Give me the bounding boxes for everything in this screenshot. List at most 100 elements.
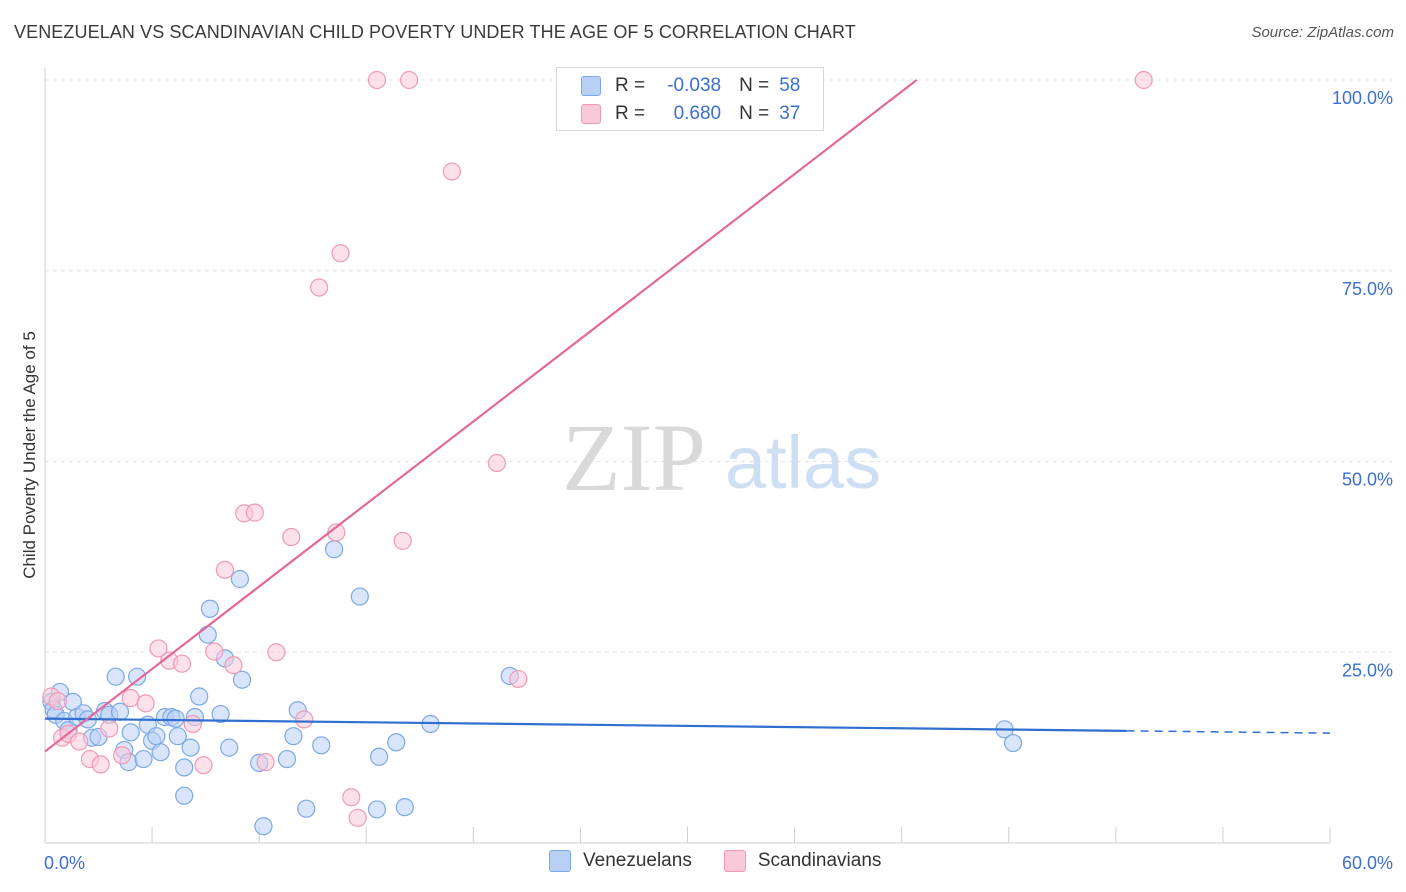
scandinavian-point [348,808,367,827]
scandinavian-point [1134,70,1153,90]
scandinavian-point [100,719,119,738]
scandinavian-point [342,788,361,807]
scandinavian-point [367,70,387,90]
venezuelan-point [147,727,166,746]
scandinavian-point [183,714,202,734]
points-layer [42,70,1153,836]
scandinavian-point [393,531,412,550]
scandinavian-point [295,710,314,729]
y-tick-label: 50.0% [1342,470,1393,490]
venezuelan-point [297,799,316,818]
venezuelan-point [220,738,239,757]
venezuelan-point [395,798,414,817]
scandinavian-point [399,70,419,90]
grid-layer [45,79,1392,653]
venezuelan-point [134,749,153,769]
venezuelan-point [230,569,249,589]
y-tick-label: 100.0% [1332,88,1393,108]
scandinavian-point [48,691,67,711]
venezuelan-point [106,667,125,686]
venezuelan-point [110,702,130,721]
y-tick-label: 25.0% [1342,660,1393,680]
scandinavian-point [172,654,192,673]
r-label: R = [615,103,646,124]
r-value: -0.038 [667,75,722,96]
venezuelan-point [284,727,303,746]
chart-title: VENEZUELAN VS SCANDINAVIAN CHILD POVERTY… [14,22,856,42]
watermark-atlas: atlas [725,421,881,504]
scandinavians-legend-swatch [723,850,746,872]
scandinavian-point [91,755,110,774]
venezuelan-point [350,587,369,606]
legend-label-venezuelans: Venezuelans [583,850,692,871]
watermark: ZIP atlas [562,404,881,511]
venezuelan-point [181,738,200,757]
stats-legend: R = -0.038 N = 58 R = 0.680 N = 37 [556,67,824,131]
x-tick-label: 60.0% [1342,853,1393,873]
venezuelan-point [312,736,331,755]
venezuelan-point [370,747,389,766]
n-label: N = [739,75,770,96]
y-axis-label: Child Poverty Under the Age of 5 [20,331,39,579]
venezuelan-point [387,733,406,752]
scandinavian-point [224,656,243,675]
axis-layer: 25.0% 50.0% 75.0% 100.0% 0.0% 60.0% [44,68,1393,873]
scandinavian-point [282,527,301,547]
venezuelans-legend-swatch [549,850,571,872]
n-value: 37 [779,103,801,124]
n-value: 58 [779,75,801,96]
venezuelans-swatch [581,76,601,96]
scandinavian-point [256,753,275,772]
scandinavian-point [245,503,264,522]
venezuelan-point [175,758,194,777]
scandinavians-swatch [581,104,601,124]
legend-item-scandinavians: Scandinavians [723,850,882,872]
legend-row-venezuelans: R = -0.038 N = 58 [581,73,800,99]
venezuelan-point [277,749,297,769]
scandinavian-point [194,756,213,775]
scandinavian-point [136,694,155,713]
series-legend: Venezuelans Scandinavians [549,850,913,872]
venezuelan-point [127,667,147,686]
scandinavian-point [215,560,234,579]
y-tick-label: 75.0% [1342,279,1393,299]
legend-label-scandinavians: Scandinavians [757,850,882,871]
venezuelan-point [175,786,194,805]
scandinavian-point [149,639,168,658]
watermark-zip: ZIP [562,404,706,511]
venezuelan-point [121,723,140,742]
scandinavian-point [267,643,286,662]
scandinavian-point [310,278,329,297]
venezuelans-trend-extension [1126,730,1331,734]
venezuelan-point [211,704,230,724]
r-value: 0.680 [673,103,722,124]
r-label: R = [615,75,646,96]
venezuelan-point [200,599,220,618]
venezuelan-point [367,800,387,819]
venezuelan-point [151,743,170,762]
scandinavian-point [509,669,528,689]
n-label: N = [739,103,770,124]
venezuelan-point [1003,733,1023,753]
source-credit: Source: ZipAtlas.com [1251,24,1394,41]
scandinavians-trend-line [44,79,918,753]
venezuelans-trend-line [44,717,1127,732]
venezuelan-point [232,670,252,689]
scandinavian-point [205,642,224,661]
x-tick-label: 0.0% [44,853,85,873]
trend-lines [44,79,1331,753]
venezuelan-point [325,540,344,559]
venezuelan-point [166,709,185,728]
scandinavian-point [70,732,89,751]
venezuelan-point [168,727,187,746]
legend-row-scandinavians: R = 0.680 N = 37 [581,101,800,127]
venezuelan-point [254,817,273,836]
venezuelan-point [198,625,217,644]
legend-item-venezuelans: Venezuelans [549,850,692,872]
scandinavian-point [331,244,350,263]
venezuelan-point [190,687,209,706]
scandinavian-point [487,453,506,473]
scandinavian-point [112,746,132,765]
scandinavian-point [442,162,462,181]
